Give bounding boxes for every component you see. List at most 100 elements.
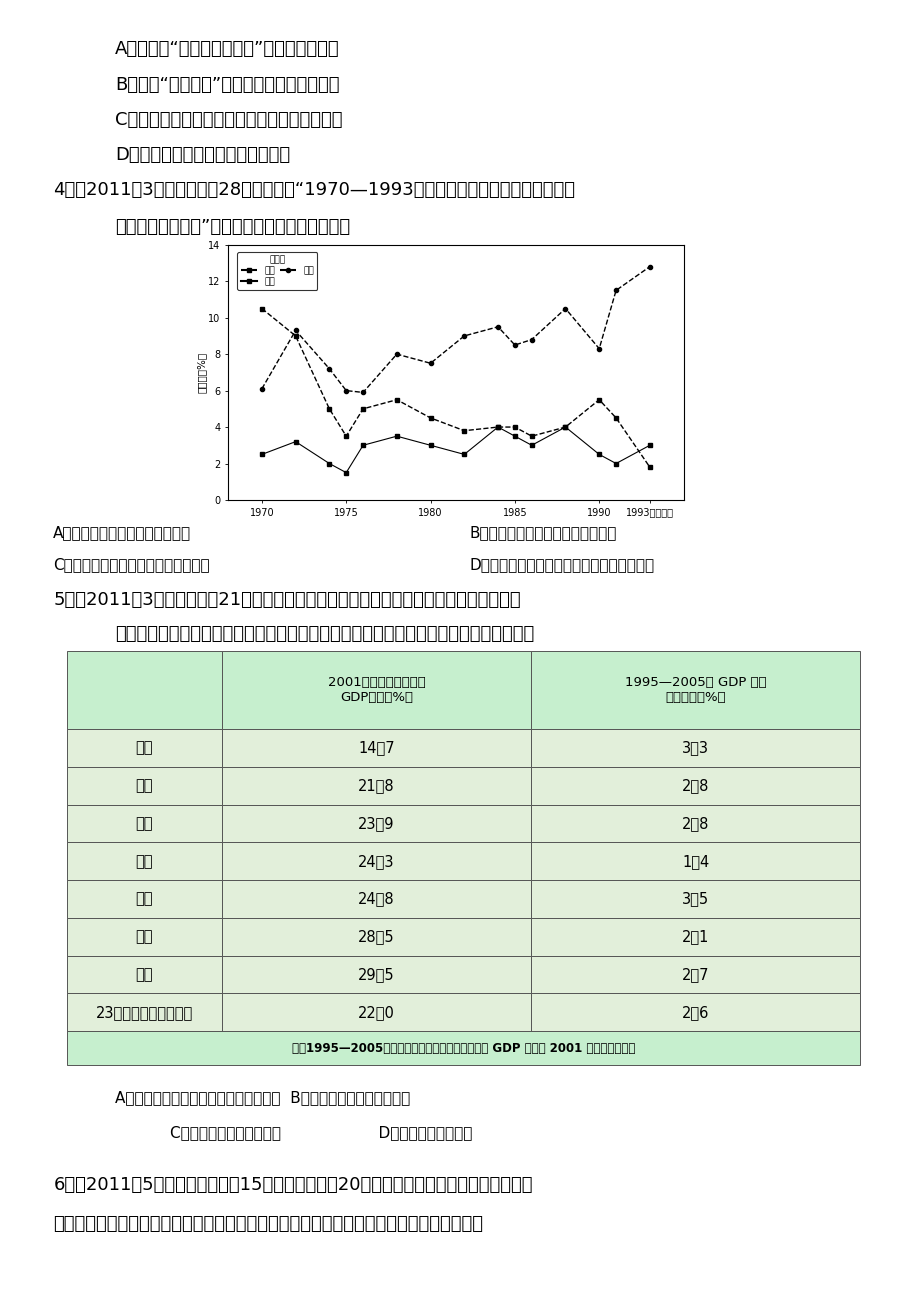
Bar — [67, 918, 221, 956]
Bar — [67, 956, 221, 993]
Text: 1995—2005年 GDP 年均
增长速度（%）: 1995—2005年 GDP 年均 增长速度（%） — [624, 676, 766, 704]
Text: 24．3: 24．3 — [357, 854, 394, 868]
Text: 21．8: 21．8 — [357, 779, 394, 793]
Text: 2．8: 2．8 — [681, 816, 709, 831]
日本 — [391, 392, 402, 408]
美国 — [560, 419, 571, 435]
Bar — [530, 880, 859, 918]
Text: 23个发达国家的平均值: 23个发达国家的平均值 — [96, 1005, 193, 1019]
Bar — [221, 651, 530, 729]
中国 — [391, 346, 402, 362]
日本 — [560, 419, 571, 435]
Bar — [221, 729, 530, 767]
Bar — [67, 880, 221, 918]
Text: 28．5: 28．5 — [357, 930, 394, 944]
美国 — [643, 437, 654, 453]
中国 — [289, 323, 301, 339]
美国 — [357, 437, 369, 453]
Text: A．采取了“多市场，少政府”的经济发展战略: A．采取了“多市场，少政府”的经济发展战略 — [115, 40, 339, 59]
Text: C．体制改革推动中国经济的快速增长: C．体制改革推动中国经济的快速增长 — [53, 557, 210, 573]
美国 — [256, 447, 267, 462]
美国 — [459, 447, 470, 462]
Line: 美国: 美国 — [259, 424, 652, 475]
Bar — [221, 842, 530, 880]
Text: 23．9: 23．9 — [357, 816, 394, 831]
Text: 6．（2011年5月潍坊市考前训练15题）有人认为，20世纪七十年代后，西方经济使漫无限: 6．（2011年5月潍坊市考前训练15题）有人认为，20世纪七十年代后，西方经济… — [53, 1176, 532, 1194]
美国 — [526, 437, 537, 453]
中国 — [610, 283, 621, 298]
中国 — [323, 361, 335, 376]
Text: 2．7: 2．7 — [681, 967, 709, 982]
日本 — [526, 428, 537, 444]
Bar — [221, 805, 530, 842]
Y-axis label: 增长率（%）: 增长率（%） — [197, 352, 207, 393]
Text: 德国: 德国 — [136, 854, 153, 868]
Bar — [67, 767, 221, 805]
日本 — [340, 428, 351, 444]
美国 — [593, 447, 604, 462]
日本 — [593, 392, 604, 408]
Text: 芬兰: 芬兰 — [136, 892, 153, 906]
Text: 美国: 美国 — [136, 741, 153, 755]
Text: 1．4: 1．4 — [681, 854, 709, 868]
Bar — [221, 767, 530, 805]
日本 — [509, 419, 520, 435]
Text: 24．8: 24．8 — [357, 892, 394, 906]
Bar — [530, 956, 859, 993]
Bar — [530, 842, 859, 880]
Bar — [67, 729, 221, 767]
日本 — [289, 328, 301, 344]
美国 — [323, 456, 335, 471]
日本 — [492, 419, 503, 435]
Text: C．成为仅次于美国的资本主义第二号经济大国: C．成为仅次于美国的资本主义第二号经济大国 — [115, 111, 342, 129]
Bar — [221, 880, 530, 918]
Text: 瑞典: 瑞典 — [136, 967, 153, 982]
Text: 英国: 英国 — [136, 779, 153, 793]
Bar — [67, 993, 221, 1031]
Line: 中国: 中国 — [259, 264, 652, 395]
中国 — [509, 337, 520, 353]
美国 — [492, 419, 503, 435]
美国 — [610, 456, 621, 471]
Text: 3．5: 3．5 — [681, 892, 709, 906]
Text: A，中日之间的经济差距逐步扩大: A，中日之间的经济差距逐步扩大 — [53, 525, 191, 540]
Text: 一书关于部分发达国家的社会福利及经济发展情况的描述，对此表解读正确的是（　　）: 一书关于部分发达国家的社会福利及经济发展情况的描述，对此表解读正确的是（ ） — [115, 625, 534, 643]
Text: 4．（2011年3月蚌埠市质检28题）下图是“1970—1993年美国、日本与中国国内生产总值: 4．（2011年3月蚌埠市质检28题）下图是“1970—1993年美国、日本与中… — [53, 181, 574, 199]
Text: 3．3: 3．3 — [681, 741, 709, 755]
Text: D．社会福利开支增多使日本经济出现负增长: D．社会福利开支增多使日本经济出现负增长 — [469, 557, 653, 573]
日本 — [323, 401, 335, 417]
中国 — [256, 381, 267, 397]
中国 — [526, 332, 537, 348]
日本 — [357, 401, 369, 417]
Text: 2．6: 2．6 — [681, 1005, 709, 1019]
Bar — [67, 1031, 859, 1065]
Text: D．日本开始进入经济高速发展时期: D．日本开始进入经济高速发展时期 — [115, 146, 289, 164]
Text: B．中国崛起导致美国经济急剧衰退: B．中国崛起导致美国经济急剧衰退 — [469, 525, 616, 540]
中国 — [357, 384, 369, 400]
Bar — [530, 918, 859, 956]
Text: A．社会福利水平与经济发展水平成正比  B．低福利较有利于经济发展: A．社会福利水平与经济发展水平成正比 B．低福利较有利于经济发展 — [115, 1090, 410, 1105]
Text: B．由于“泡沫经济”破灭，发展速度开始下降: B．由于“泡沫经济”破灭，发展速度开始下降 — [115, 76, 339, 94]
中国 — [593, 341, 604, 357]
Bar — [221, 918, 530, 956]
Bar — [67, 842, 221, 880]
中国 — [492, 319, 503, 335]
日本 — [425, 410, 436, 426]
日本 — [610, 410, 621, 426]
Line: 日本: 日本 — [259, 306, 652, 469]
中国 — [459, 328, 470, 344]
美国 — [340, 465, 351, 480]
Bar — [221, 956, 530, 993]
美国 — [425, 437, 436, 453]
Text: C．高福利会制约经济发展                    D．上述结论都不正确: C．高福利会制约经济发展 D．上述结论都不正确 — [170, 1125, 472, 1141]
中国 — [643, 259, 654, 275]
Text: 注：1995—2005年上述各国每年的社会福利开支占 GDP 比重与 2001 年的数据相当。: 注：1995—2005年上述各国每年的社会福利开支占 GDP 比重与 2001 … — [291, 1042, 635, 1055]
Bar — [530, 993, 859, 1031]
中国 — [560, 301, 571, 316]
Text: 5．（2011年3月肇庆市一模21题）下表是刘玉安《福利国家与社会和谐：北欧模式探源》: 5．（2011年3月肇庆市一模21题）下表是刘玉安《福利国家与社会和谐：北欧模式… — [53, 591, 520, 609]
Legend: 美国, 中国, 日本: 美国, 中国, 日本 — [237, 251, 317, 289]
Text: 挪威: 挪威 — [136, 816, 153, 831]
Text: 制的自由与残酷无情的政府管制两者之间长期存在着的矛盾得以解决，从而在绝对自由与极: 制的自由与残酷无情的政府管制两者之间长期存在着的矛盾得以解决，从而在绝对自由与极 — [53, 1215, 482, 1233]
美国 — [391, 428, 402, 444]
Bar — [530, 805, 859, 842]
